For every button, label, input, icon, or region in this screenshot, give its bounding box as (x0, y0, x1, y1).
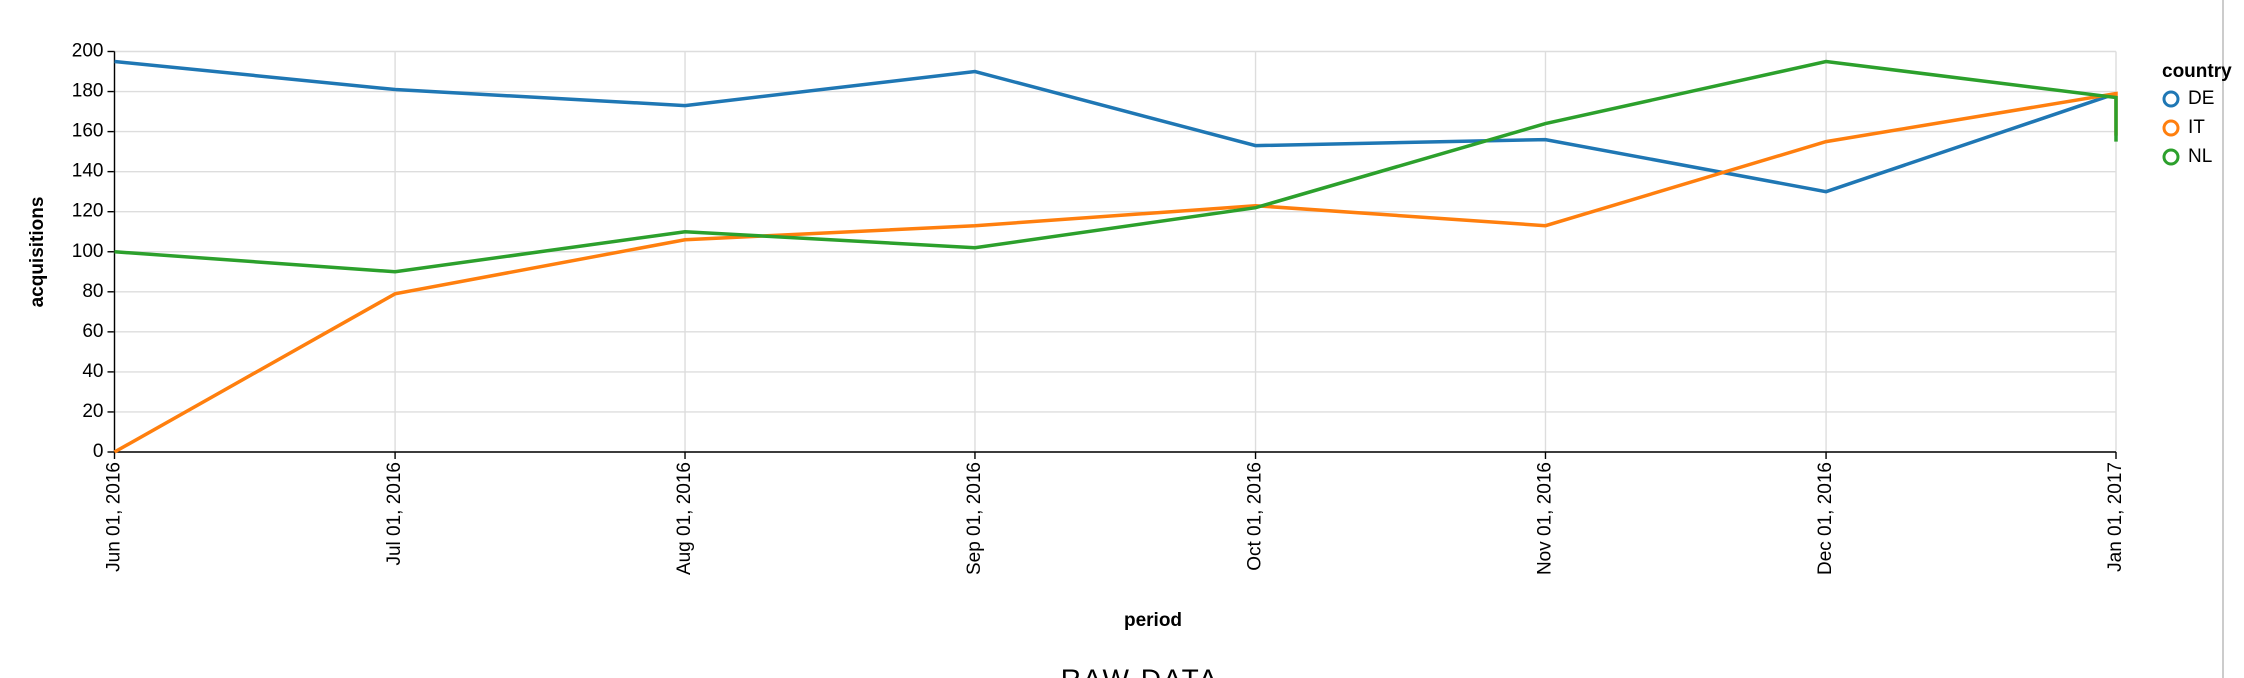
legend-title: country (2162, 61, 2232, 82)
y-axis-title: acquisitions (27, 197, 48, 308)
section-heading: RAW DATA (1061, 663, 1220, 678)
y-tick-label: 100 (72, 241, 104, 262)
x-tick-label: Oct 01, 2016 (1245, 462, 1266, 571)
legend-label: NL (2188, 146, 2212, 167)
x-tick-label: Nov 01, 2016 (1534, 462, 1555, 575)
x-tick-label: Dec 01, 2016 (1815, 462, 1836, 575)
legend-symbol (2162, 90, 2180, 108)
x-tick-label: Jun 01, 2016 (104, 462, 125, 572)
y-tick-label: 120 (72, 201, 104, 222)
data-line (113, 91, 2118, 454)
y-tick-label: 140 (72, 161, 104, 182)
y-tick-label: 160 (72, 121, 104, 142)
y-tick-label: 0 (93, 441, 104, 462)
x-tick-label: Aug 01, 2016 (674, 462, 695, 575)
legend-symbol (2162, 148, 2180, 166)
legend-label: IT (2188, 117, 2205, 138)
legend-label: DE (2188, 88, 2214, 109)
y-tick-label: 60 (82, 321, 103, 342)
y-tick-label: 20 (82, 401, 103, 422)
data-line (114, 59, 2118, 274)
legend-symbol (2162, 119, 2180, 137)
x-tick-label: Sep 01, 2016 (964, 462, 985, 575)
data-line (114, 59, 2117, 194)
y-tick-label: 40 (82, 361, 103, 382)
x-tick-label: Jan 01, 2017 (2105, 462, 2126, 572)
y-tick-label: 200 (72, 41, 104, 62)
y-tick-label: 80 (82, 281, 103, 302)
y-tick-label: 180 (72, 81, 104, 102)
x-axis-title: period (1124, 610, 1182, 631)
x-tick-label: Jul 01, 2016 (384, 462, 405, 566)
